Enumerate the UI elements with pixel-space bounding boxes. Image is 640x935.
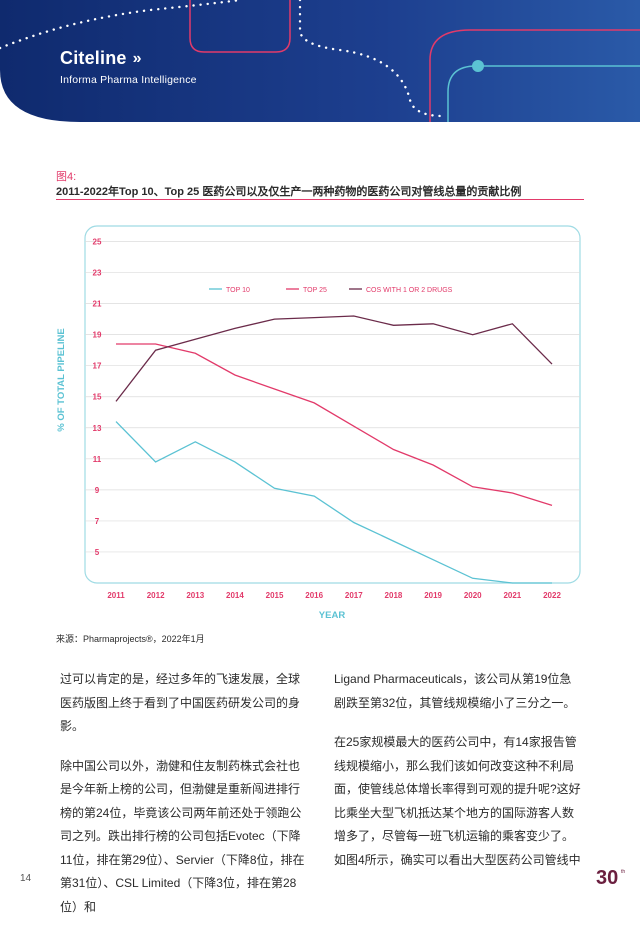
body-column-right: Ligand Pharmaceuticals，该公司从第19位急剧跌至第32位，… — [334, 668, 582, 888]
x-tick-label: 2012 — [147, 591, 165, 600]
x-tick-label: 2022 — [543, 591, 561, 600]
figure-title: 2011-2022年Top 10、Top 25 医药公司以及仅生产一两种药物的医… — [56, 186, 522, 198]
plot-frame — [84, 225, 581, 584]
figure-label: 图4: — [56, 171, 77, 183]
y-tick-label: 15 — [93, 393, 102, 402]
y-tick-label: 5 — [95, 548, 100, 557]
dotted-arc — [0, 0, 242, 50]
header-banner: Citeline » Informa Pharma Intelligence — [0, 0, 640, 122]
body-paragraph: 除中国公司以外，渤健和住友制药株式会社也是今年新上榜的公司，但渤健是重新闯进排行… — [60, 758, 305, 914]
legend-label: COS WITH 1 OR 2 DRUGS — [366, 287, 453, 294]
legend-label: TOP 25 — [303, 287, 327, 294]
series-line-3 — [115, 315, 553, 402]
series-lines — [115, 315, 553, 584]
brand: Citeline » Informa Pharma Intelligence — [60, 48, 197, 86]
x-tick-label: 2018 — [385, 591, 403, 600]
series-line-1 — [115, 421, 552, 584]
brand-name: Citeline » — [60, 48, 197, 69]
legend-label: TOP 10 — [226, 287, 250, 294]
x-tick-label: 2020 — [464, 591, 482, 600]
series-line-2 — [116, 343, 553, 507]
x-axis-label: YEAR — [319, 610, 346, 621]
pink-loop — [189, 0, 291, 53]
y-tick-label: 11 — [93, 455, 102, 464]
pipeline-chart-svg: 5 7 9 11 13 15 17 19 21 23 25 2011 2012 2013 2014 2015… — [56, 225, 581, 621]
grid-lines — [85, 241, 580, 553]
y-tick-label: 21 — [93, 300, 102, 309]
body-column-left: 过可以肯定的是，经过多年的飞速发展，全球医药版图上终于看到了中国医药研发公司的身… — [60, 668, 308, 935]
x-tick-label: 2016 — [305, 591, 323, 600]
pipeline-chart: 5 7 9 11 13 15 17 19 21 23 25 2011 2012 2013 2014 2015… — [56, 222, 584, 625]
x-tick-labels: 2011 2012 2013 2014 2015 2016 2017 2018 2019 2020… — [107, 591, 561, 600]
x-tick-label: 2011 — [107, 591, 125, 600]
page-number: 14 — [20, 873, 32, 884]
anniversary-logo-icon: 30 th — [596, 867, 625, 889]
chart-legend: TOP 10 TOP 25 COS WITH 1 OR 2 DRUGS — [209, 287, 453, 294]
y-tick-labels: 5 7 9 11 13 15 17 19 21 23 25 — [93, 238, 102, 557]
y-tick-label: 7 — [95, 517, 100, 526]
figure-divider — [56, 199, 584, 200]
header-background — [0, 0, 640, 122]
pink-line — [429, 29, 640, 122]
y-tick-label: 9 — [95, 486, 100, 495]
x-tick-label: 2013 — [186, 591, 204, 600]
y-tick-label: 17 — [93, 362, 102, 371]
y-tick-label: 19 — [93, 331, 102, 340]
y-tick-label: 13 — [93, 424, 102, 433]
body-paragraph: Ligand Pharmaceuticals，该公司从第19位急剧跌至第32位，… — [334, 672, 576, 710]
anniversary-logo: 30 th — [596, 864, 632, 893]
x-tick-label: 2015 — [266, 591, 284, 600]
body-paragraph: 过可以肯定的是，经过多年的飞速发展，全球医药版图上终于看到了中国医药研发公司的身… — [60, 672, 301, 733]
logo-superscript: th — [621, 869, 625, 875]
y-axis-label: % OF TOTAL PIPELINE — [56, 328, 67, 431]
x-tick-label: 2014 — [226, 591, 244, 600]
x-tick-label: 2021 — [503, 591, 521, 600]
logo-text: 30 — [596, 867, 618, 888]
x-tick-label: 2019 — [424, 591, 442, 600]
body-paragraph: 在25家规模最大的医药公司中，有14家报告管线规模缩小，那么我们该如何改变这种不… — [334, 735, 581, 867]
chevron-right-icon: » — [132, 49, 142, 67]
y-tick-label: 25 — [93, 238, 102, 247]
x-tick-label: 2017 — [345, 591, 363, 600]
brand-tagline: Informa Pharma Intelligence — [60, 74, 197, 86]
teal-dot — [472, 60, 484, 72]
brand-name-text: Citeline — [60, 48, 127, 68]
figure-source: 来源：Pharmaprojects®，2022年1月 — [56, 634, 205, 644]
y-tick-label: 23 — [93, 269, 102, 278]
